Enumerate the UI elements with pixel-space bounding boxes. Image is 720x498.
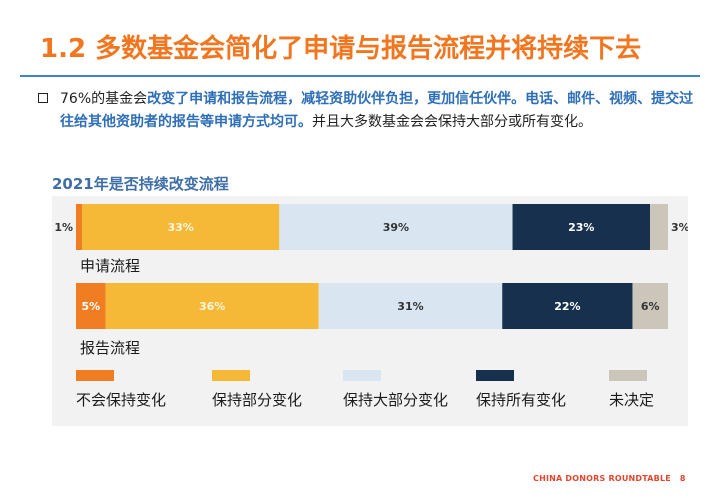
bullet-square-icon: [38, 93, 48, 103]
slide-title: 1.2 多数基金会简化了申请与报告流程并将持续下去: [40, 34, 642, 64]
summary-text-highlight: 改变了申请和报告流程，减轻资助伙伴负担，更加信任伙伴。电话、邮件、视频、提交过往…: [60, 91, 694, 130]
data-label: 33%: [167, 221, 193, 234]
data-label: 22%: [554, 300, 580, 313]
legend-swatch: [609, 370, 647, 381]
bar-segment-0-2: [279, 204, 513, 250]
legend-label: 不会保持变化: [76, 391, 167, 409]
chart-panel: 1% 33% 39% 23% 3% 申请流程 5% 36% 31% 22% 6% 报告流程 不会保持变…: [52, 196, 688, 426]
data-label: 39%: [383, 221, 409, 234]
bar-segment-1-3: [502, 283, 633, 329]
legend-label: 保持部分变化: [212, 391, 303, 409]
data-label: 36%: [199, 300, 225, 313]
bar-segment-0-4: [650, 204, 668, 250]
footer-org: CHINA DONORS ROUNDTABLE: [533, 474, 671, 483]
summary-paragraph: 76%的基金会改变了申请和报告流程，减轻资助伙伴负担，更加信任伙伴。电话、邮件、…: [60, 88, 706, 134]
bar-segment-1-2: [318, 283, 503, 329]
data-label: 3%: [671, 221, 688, 234]
footer: CHINA DONORS ROUNDTABLE 8: [533, 474, 686, 483]
page-number: 8: [679, 474, 686, 483]
summary-text-part1: 76%的基金会: [60, 91, 148, 107]
bar-segment-0-0: [76, 204, 82, 250]
legend-label: 保持大部分变化: [343, 391, 449, 409]
title-divider: [20, 75, 700, 77]
legend-swatch: [212, 370, 250, 381]
bar-segment-1-1: [105, 283, 319, 329]
data-label: 31%: [397, 300, 423, 313]
bar-segment-1-4: [632, 283, 668, 329]
stacked-bar-chart: 1% 33% 39% 23% 3% 申请流程 5% 36% 31% 22% 6% 报告流程: [54, 204, 688, 357]
bar-segment-0-1: [81, 204, 280, 250]
bar-segment-1-0: [76, 283, 106, 329]
data-label: 6%: [641, 300, 660, 313]
summary-text-part3: 并且大多数基金会会保持大部分或所有变化。: [312, 114, 592, 130]
legend-swatch: [343, 370, 381, 381]
data-label: 23%: [568, 221, 594, 234]
data-label: 5%: [81, 300, 100, 313]
category-label: 报告流程: [80, 339, 140, 357]
legend-swatch: [76, 370, 114, 381]
data-label: 1%: [54, 221, 73, 234]
category-label: 申请流程: [80, 257, 140, 275]
legend-label: 保持所有变化: [476, 391, 567, 409]
legend-swatch: [476, 370, 514, 381]
bar-segment-0-3: [512, 204, 651, 250]
chart-title: 2021年是否持续改变流程: [52, 175, 229, 193]
legend-label: 未决定: [609, 391, 655, 409]
